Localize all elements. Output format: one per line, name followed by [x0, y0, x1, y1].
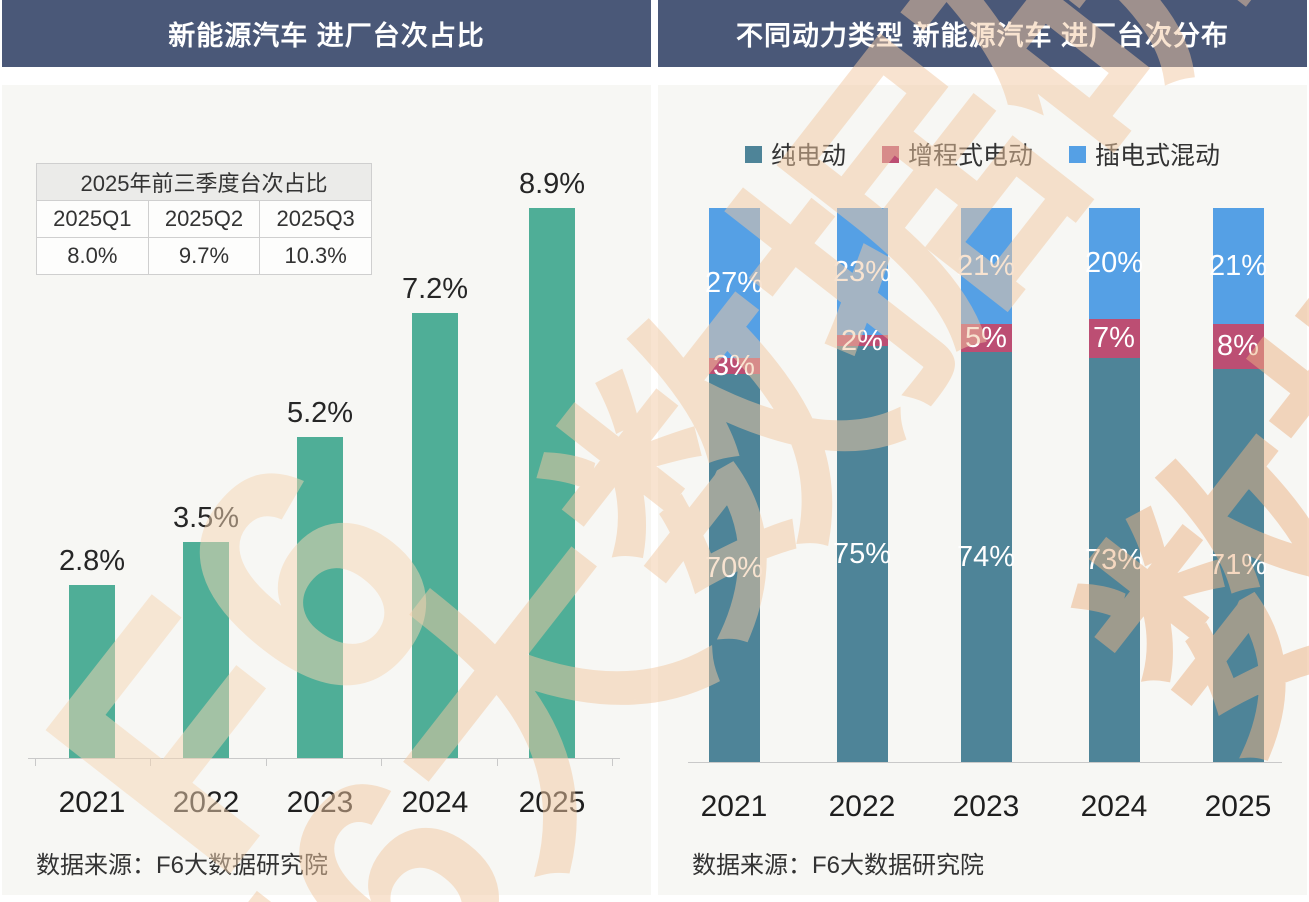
- segment-value-label: 5%: [965, 322, 1007, 355]
- bar-2024: [412, 313, 458, 758]
- segment-纯电动: 74%: [957, 352, 1015, 762]
- segment-纯电动: 71%: [1209, 368, 1267, 762]
- bar-value-label: 3.5%: [172, 502, 240, 534]
- left-source-note: 数据来源：F6大数据研究院: [36, 852, 329, 879]
- stacked-bar-2024: 20% 7% 73%: [1085, 208, 1143, 762]
- segment-value-label: 2%: [841, 324, 883, 357]
- x-tick-label: 2024: [401, 786, 469, 819]
- segment-value-label: 27%: [704, 266, 764, 299]
- table-value-row: 8.0% 9.7% 10.3%: [36, 237, 372, 275]
- x-axis: [688, 762, 1282, 763]
- legend-swatch-icon: [881, 145, 899, 163]
- table-col-q1: 2025Q1: [36, 200, 149, 238]
- segment-value-label: 21%: [1208, 250, 1268, 283]
- legend-item-增程式电动: 增程式电动: [881, 136, 1033, 172]
- bar-value-label: 5.2%: [286, 397, 354, 429]
- x-tick-label: 2025: [1204, 790, 1272, 823]
- segment-增程式电动: 3%: [708, 351, 760, 381]
- axis-tick: [265, 758, 267, 766]
- chart-legend: 纯电动 增程式电动 插电式混动: [658, 137, 1307, 171]
- table-val-q3: 10.3%: [259, 237, 372, 275]
- axis-tick: [381, 758, 383, 766]
- right-panel-title: 不同动力类型 新能源汽车 进厂台次分布: [735, 21, 1229, 51]
- axis-tick: [35, 758, 36, 766]
- table-header-row: 2025Q1 2025Q2 2025Q3: [36, 200, 372, 238]
- left-panel-title: 新能源汽车 进厂台次占比: [168, 21, 485, 51]
- legend-item-插电式混动: 插电式混动: [1069, 136, 1220, 172]
- segment-插电式混动: 23%: [833, 208, 891, 336]
- legend-item-纯电动: 纯电动: [744, 136, 846, 172]
- segment-增程式电动: 8%: [1212, 324, 1264, 369]
- segment-value-label: 20%: [1084, 247, 1144, 280]
- left-chart-area: 2025年前三季度台次占比 2025Q1 2025Q2 2025Q3 8.0% …: [2, 85, 651, 895]
- stacked-bar-2021: 27% 3% 70%: [705, 208, 763, 762]
- segment-value-label: 74%: [956, 540, 1016, 573]
- segment-增程式电动: 2%: [836, 326, 888, 356]
- segment-value-label: 23%: [832, 255, 892, 288]
- legend-label: 增程式电动: [907, 142, 1033, 170]
- x-tick-label: 2021: [58, 786, 126, 819]
- x-tick-label: 2024: [1080, 790, 1148, 823]
- segment-插电式混动: 20%: [1085, 208, 1143, 319]
- table-title: 2025年前三季度台次占比: [36, 163, 372, 201]
- axis-tick: [150, 758, 152, 766]
- bar-2025: [529, 208, 575, 758]
- table-title-row: 2025年前三季度台次占比: [36, 163, 372, 201]
- legend-label: 插电式混动: [1095, 142, 1221, 170]
- segment-插电式混动: 27%: [705, 208, 763, 358]
- table-col-q3: 2025Q3: [259, 200, 372, 238]
- segment-纯电动: 73%: [1085, 357, 1143, 762]
- table-col-q2: 2025Q2: [147, 200, 261, 238]
- legend-swatch-icon: [744, 145, 762, 163]
- segment-增程式电动: 7%: [1088, 318, 1140, 358]
- legend-swatch-icon: [1069, 145, 1086, 163]
- x-tick-label: 2021: [700, 790, 768, 823]
- x-axis: [28, 758, 620, 759]
- segment-value-label: 8%: [1217, 330, 1259, 363]
- right-panel: 不同动力类型 新能源汽车 进厂台次分布 纯电动 增程式电动 插电式混动 27% 3% 7…: [658, 0, 1307, 902]
- segment-纯电动: 70%: [705, 374, 763, 762]
- axis-tick: [496, 758, 498, 766]
- bar-value-label: 2.8%: [58, 545, 126, 577]
- right-chart-area: 纯电动 增程式电动 插电式混动 27% 3% 70% 2021 23% 2% 75% 2022 21…: [658, 85, 1307, 895]
- axis-tick: [612, 758, 613, 766]
- segment-纯电动: 75%: [833, 346, 891, 762]
- stacked-bar-2022: 23% 2% 75%: [833, 208, 891, 762]
- stacked-bar-2023: 21% 5% 74%: [957, 208, 1015, 762]
- x-tick-label: 2023: [952, 790, 1020, 823]
- segment-value-label: 7%: [1093, 322, 1135, 355]
- x-tick-label: 2022: [172, 786, 240, 819]
- segment-value-label: 71%: [1208, 549, 1268, 582]
- table-val-q2: 9.7%: [147, 237, 261, 275]
- right-panel-header: 不同动力类型 新能源汽车 进厂台次分布: [658, 0, 1307, 67]
- segment-插电式混动: 21%: [1209, 208, 1267, 325]
- segment-value-label: 3%: [713, 349, 755, 382]
- segment-value-label: 75%: [832, 538, 892, 571]
- table-val-q1: 8.0%: [36, 237, 149, 275]
- right-source-note: 数据来源：F6大数据研究院: [692, 852, 985, 879]
- quarter-share-table: 2025年前三季度台次占比 2025Q1 2025Q2 2025Q3 8.0% …: [36, 163, 372, 275]
- bar-value-label: 8.9%: [518, 168, 586, 200]
- stacked-bar-2025: 21% 8% 71%: [1209, 208, 1267, 762]
- legend-label: 纯电动: [770, 142, 846, 170]
- segment-增程式电动: 5%: [960, 322, 1012, 355]
- left-panel-header: 新能源汽车 进厂台次占比: [2, 0, 651, 67]
- segment-插电式混动: 21%: [957, 208, 1015, 325]
- bar-2023: [297, 437, 343, 758]
- bar-value-label: 7.2%: [401, 273, 469, 305]
- segment-value-label: 73%: [1084, 543, 1144, 576]
- segment-value-label: 70%: [704, 552, 764, 585]
- bar-2022: [183, 542, 229, 758]
- left-panel: 新能源汽车 进厂台次占比 2025年前三季度台次占比 2025Q1 2025Q2…: [2, 0, 651, 902]
- bar-2021: [69, 585, 115, 758]
- x-tick-label: 2025: [518, 786, 586, 819]
- segment-value-label: 21%: [956, 250, 1016, 283]
- x-tick-label: 2022: [828, 790, 896, 823]
- x-tick-label: 2023: [286, 786, 354, 819]
